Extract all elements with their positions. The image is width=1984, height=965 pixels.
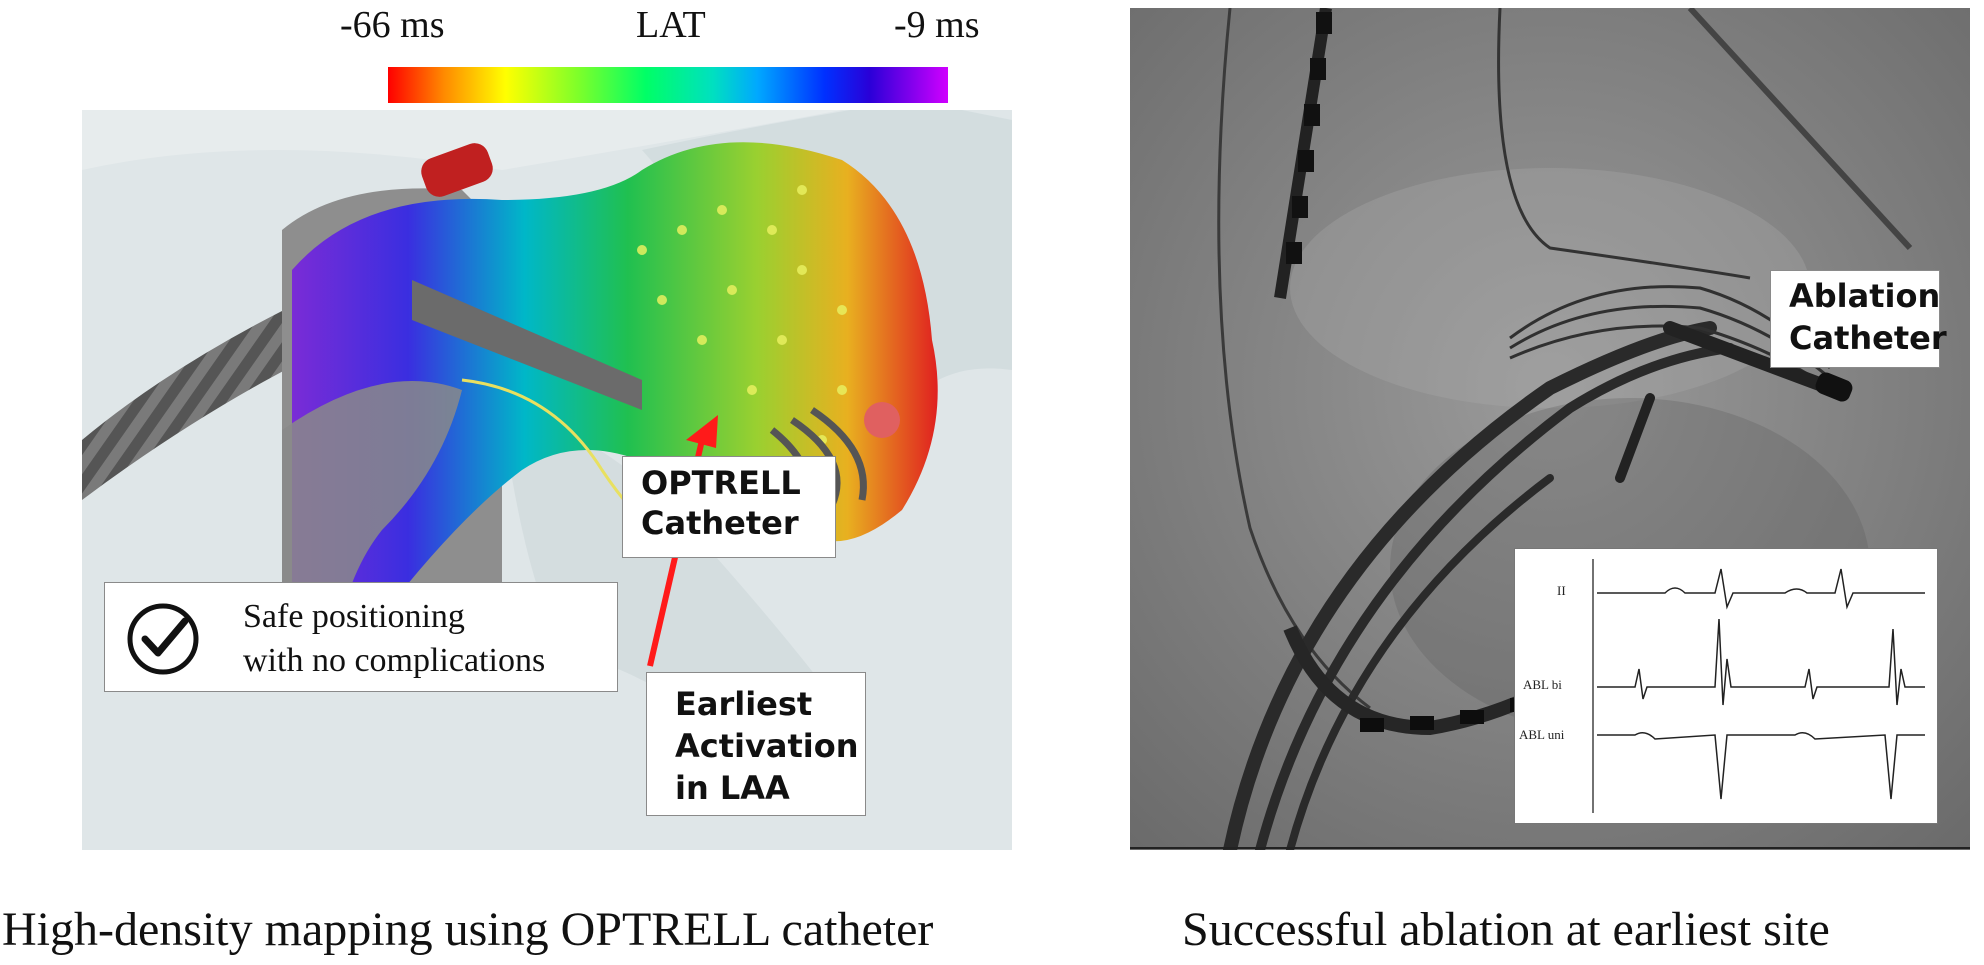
ecg-traces: II ABL bi ABL uni xyxy=(1519,559,1925,813)
ablation-callout-line1: Ablation xyxy=(1789,277,1941,315)
earliest-callout-line1: Earliest xyxy=(675,685,813,723)
heart-map-render xyxy=(82,110,1012,850)
electroanatomic-map-image xyxy=(82,110,1012,850)
safe-line1: Safe positioning xyxy=(243,598,465,635)
optrell-catheter-callout: OPTRELL Catheter xyxy=(622,456,836,558)
earliest-callout-line2: Activation xyxy=(675,727,859,765)
optrell-callout-line1: OPTRELL xyxy=(641,464,801,502)
ecg-lead-abl-bi: ABL bi xyxy=(1523,677,1562,692)
lat-color-bar xyxy=(388,67,948,103)
ecg-lead-ii: II xyxy=(1557,583,1566,598)
ablation-callout-line2: Catheter xyxy=(1789,319,1947,357)
ecg-trace-abl-bi xyxy=(1597,618,1925,706)
ablation-catheter-callout: Ablation Catheter xyxy=(1770,270,1947,368)
ecg-trace-abl-uni xyxy=(1597,732,1925,800)
safe-line2: with no complications xyxy=(243,642,546,679)
check-circle-icon xyxy=(127,603,199,675)
safe-positioning-box: Safe positioning with no complications xyxy=(104,582,618,692)
lat-title: LAT xyxy=(636,4,706,46)
ecg-inset: II ABL bi ABL uni xyxy=(1514,548,1938,824)
ecg-trace-ii xyxy=(1597,568,1925,610)
lat-min-label: -66 ms xyxy=(340,4,445,46)
lat-max-label: -9 ms xyxy=(894,4,980,46)
caption-right: Successful ablation at earliest site xyxy=(1182,903,1830,956)
safe-positioning-text: Safe positioning with no complications xyxy=(243,595,545,683)
earliest-callout-line3: in LAA xyxy=(675,769,790,807)
optrell-callout-line2: Catheter xyxy=(641,504,799,542)
caption-left: High-density mapping using OPTRELL cathe… xyxy=(2,903,934,956)
earliest-activation-callout: Earliest Activation in LAA xyxy=(646,672,866,816)
ecg-lead-abl-uni: ABL uni xyxy=(1519,727,1565,742)
